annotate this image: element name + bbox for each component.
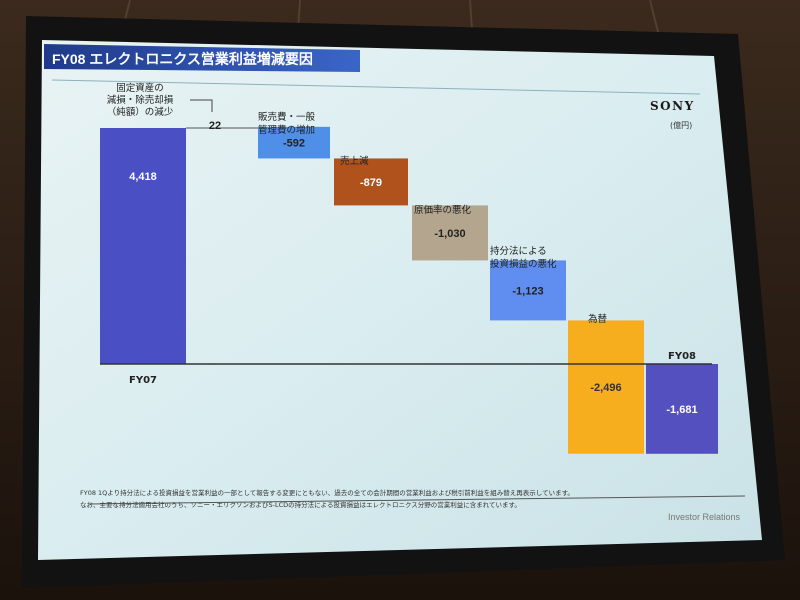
value-label-fy07: 4,418 bbox=[129, 171, 157, 183]
slide-title: FY08 エレクトロニクス営業利益増減要因 bbox=[52, 51, 313, 67]
category-label-fy08: FY08 bbox=[668, 351, 696, 362]
footer-label: Investor Relations bbox=[668, 512, 741, 522]
value-label-equity: -1,123 bbox=[512, 285, 543, 297]
category-label-sga-2: 管理費の増加 bbox=[258, 124, 315, 136]
category-label-cost-rate: 原価率の悪化 bbox=[414, 204, 472, 216]
category-label-fixed-2: 減損・除売却損 bbox=[107, 94, 174, 106]
value-label-cost-rate: -1,030 bbox=[434, 228, 465, 240]
sony-logo: SONY bbox=[650, 99, 695, 113]
bar-fy07 bbox=[100, 128, 186, 364]
value-label-fx: -2,496 bbox=[590, 382, 621, 394]
value-label-fixed-assets: 22 bbox=[209, 120, 221, 132]
category-label-sales: 売上減 bbox=[340, 155, 369, 167]
category-label-equity-1: 持分法による bbox=[490, 245, 547, 257]
category-label-sga-1: 販売費・一般 bbox=[258, 111, 316, 123]
value-label-sga: -592 bbox=[283, 138, 305, 150]
value-label-fy08: -1,681 bbox=[666, 404, 697, 416]
category-label-equity-2: 投資損益の悪化 bbox=[490, 258, 557, 270]
category-label-fx: 為替 bbox=[588, 313, 608, 325]
category-label-fixed-3: （純額）の減少 bbox=[107, 106, 174, 118]
category-label-fixed-1: 固定資産の bbox=[116, 82, 164, 94]
unit-label: (億円) bbox=[670, 120, 692, 130]
footnote-line-1: FY08 1Qより持分法による投資損益を営業利益の一部として報告する変更にともな… bbox=[80, 488, 574, 497]
category-label-fy07: FY07 bbox=[129, 375, 157, 386]
value-label-sales: -879 bbox=[360, 177, 382, 189]
